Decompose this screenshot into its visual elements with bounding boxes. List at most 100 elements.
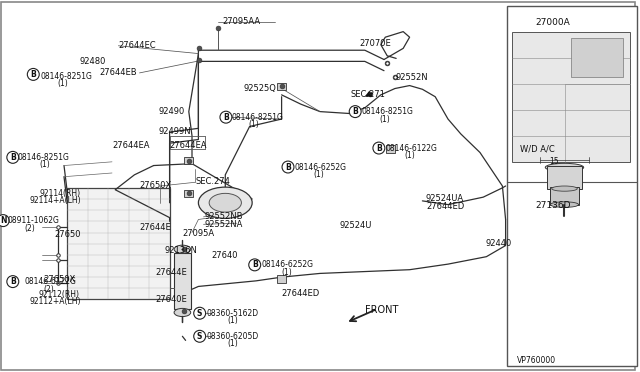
Text: 27070E: 27070E [360, 39, 392, 48]
Ellipse shape [220, 111, 232, 123]
Text: (1): (1) [380, 115, 390, 124]
Text: (2): (2) [44, 285, 54, 294]
Text: 27650X: 27650X [44, 275, 76, 284]
Text: 92499N: 92499N [158, 127, 191, 136]
Ellipse shape [373, 142, 385, 154]
Text: 92552NA: 92552NA [205, 220, 243, 229]
Text: 08146-8251G: 08146-8251G [232, 113, 284, 122]
Text: 08146-6122G: 08146-6122G [385, 144, 437, 153]
Ellipse shape [0, 215, 9, 227]
Text: B: B [376, 144, 381, 153]
Text: SEC.274: SEC.274 [195, 177, 230, 186]
Text: 27644E: 27644E [140, 223, 172, 232]
Text: 08360-6205D: 08360-6205D [206, 332, 259, 341]
Text: 27136D: 27136D [535, 201, 570, 210]
Bar [277, 275, 286, 283]
Ellipse shape [552, 186, 577, 191]
Text: B: B [252, 260, 257, 269]
Bar [572, 38, 623, 77]
Text: (1): (1) [58, 79, 68, 88]
Bar [277, 83, 286, 90]
Text: B: B [10, 277, 15, 286]
Bar [184, 157, 193, 164]
Text: VP760000: VP760000 [517, 356, 556, 365]
Text: 08146-8251G: 08146-8251G [41, 72, 93, 81]
Text: (1): (1) [228, 339, 239, 348]
Text: FRONT: FRONT [365, 305, 398, 314]
Text: B: B [285, 163, 291, 171]
Text: 27644ED: 27644ED [282, 289, 320, 298]
Bar [507, 6, 637, 366]
Bar [512, 32, 630, 162]
Text: 27000A: 27000A [535, 18, 570, 27]
Text: 27644E: 27644E [156, 268, 188, 277]
Bar [550, 187, 579, 205]
Text: 92136N: 92136N [164, 246, 197, 255]
Text: (1): (1) [40, 160, 51, 169]
Text: 92440: 92440 [485, 239, 511, 248]
Text: B: B [223, 113, 228, 122]
Text: B: B [353, 107, 358, 116]
Circle shape [209, 193, 241, 212]
Text: 08146-6122G: 08146-6122G [24, 277, 76, 286]
Text: (1): (1) [314, 170, 324, 179]
Text: 92490: 92490 [158, 107, 184, 116]
Text: 27095AA: 27095AA [223, 17, 261, 26]
Text: 92525Q: 92525Q [243, 84, 276, 93]
Text: (2): (2) [24, 224, 35, 232]
Ellipse shape [28, 68, 39, 80]
Text: SEC.271: SEC.271 [351, 90, 385, 99]
Ellipse shape [550, 202, 579, 208]
Text: 08146-6252G: 08146-6252G [294, 163, 346, 171]
Text: 92114(RH): 92114(RH) [40, 189, 81, 198]
Text: 27650X: 27650X [140, 182, 172, 190]
Bar [386, 145, 395, 153]
Text: 27095A: 27095A [182, 229, 214, 238]
Text: B: B [31, 70, 36, 79]
Text: 08146-6252G: 08146-6252G [261, 260, 313, 269]
Bar [547, 166, 582, 189]
Text: N: N [0, 216, 6, 225]
Text: 27644EC: 27644EC [118, 41, 156, 50]
Text: 15: 15 [549, 157, 559, 166]
Text: 27640E: 27640E [156, 295, 188, 304]
Bar [184, 190, 193, 197]
Ellipse shape [194, 330, 205, 342]
Text: 08146-8251G: 08146-8251G [362, 107, 413, 116]
Ellipse shape [7, 276, 19, 288]
Text: B: B [10, 153, 15, 162]
Text: 08911-1062G: 08911-1062G [8, 216, 60, 225]
Text: 92524UA: 92524UA [426, 194, 464, 203]
Ellipse shape [249, 259, 260, 271]
Ellipse shape [282, 161, 294, 173]
Ellipse shape [174, 308, 191, 317]
Text: (1): (1) [404, 151, 415, 160]
Ellipse shape [349, 106, 361, 118]
Bar [174, 253, 191, 309]
Text: 08146-8251G: 08146-8251G [18, 153, 70, 162]
Text: 92552N: 92552N [396, 73, 428, 81]
Text: W/D A/C: W/D A/C [520, 144, 554, 153]
Text: 27644EA: 27644EA [170, 141, 207, 150]
Text: S: S [197, 309, 202, 318]
Ellipse shape [194, 307, 205, 319]
Ellipse shape [174, 245, 191, 253]
Text: 08360-5162D: 08360-5162D [206, 309, 258, 318]
Text: 92112(RH): 92112(RH) [38, 290, 79, 299]
Ellipse shape [545, 163, 584, 171]
Text: 27644EA: 27644EA [112, 141, 150, 150]
Text: 27650: 27650 [54, 230, 81, 239]
Text: 92112+A(LH): 92112+A(LH) [29, 297, 81, 306]
Text: (1): (1) [228, 316, 239, 325]
Text: 27644EB: 27644EB [99, 68, 137, 77]
Text: 27640: 27640 [211, 251, 237, 260]
Text: 92552NB: 92552NB [205, 212, 243, 221]
Text: 92524U: 92524U [339, 221, 372, 230]
Text: (1): (1) [282, 268, 292, 277]
Text: 92480: 92480 [80, 57, 106, 65]
Circle shape [198, 187, 252, 218]
Text: (1): (1) [248, 120, 259, 129]
Text: 92114+A(LH): 92114+A(LH) [29, 196, 81, 205]
Ellipse shape [7, 151, 19, 163]
Bar [67, 188, 170, 299]
